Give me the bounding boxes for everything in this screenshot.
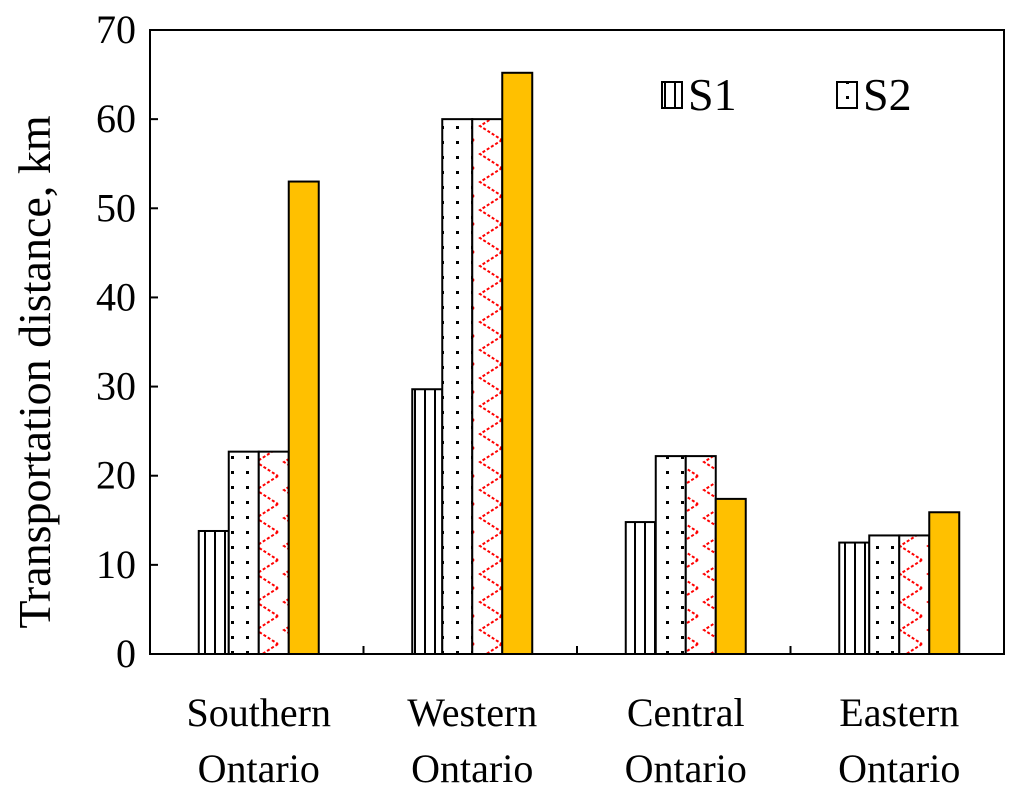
- legend-swatch-s1: [661, 81, 683, 109]
- bar-s3-1: [471, 118, 504, 655]
- category-labels: Southern Ontario Western Ontario Central Onta…: [187, 690, 961, 791]
- y-tick-label: 10: [96, 542, 136, 587]
- bar-s1-3: [838, 541, 871, 655]
- bar-s2-0: [227, 450, 260, 655]
- y-tick-label: 60: [96, 96, 136, 141]
- bar-s4-3: [928, 511, 961, 656]
- category-label: Ontario: [625, 746, 747, 791]
- category-label: Eastern: [839, 690, 959, 735]
- y-axis: 0 10 20 30 40 50 60 70: [96, 7, 158, 676]
- bar-s3-0: [257, 450, 290, 655]
- bar-s2-1: [441, 118, 474, 655]
- bar-s4-1: [501, 71, 534, 655]
- bar-s3-2: [684, 455, 717, 655]
- bar-s1-2: [624, 521, 657, 655]
- category-label: Central: [627, 690, 745, 735]
- bar-s2-2: [654, 455, 687, 655]
- bar-s1-1: [411, 388, 444, 655]
- x-axis: [362, 646, 792, 654]
- y-tick-label: 20: [96, 453, 136, 498]
- y-tick-label: 0: [116, 631, 136, 676]
- legend-label-s2: S2: [863, 69, 912, 120]
- y-tick-label: 40: [96, 274, 136, 319]
- category-label: Ontario: [198, 746, 320, 791]
- legend-label-s1: S1: [688, 69, 737, 120]
- legend-swatch-s2: [836, 81, 858, 109]
- category-label: Southern: [187, 690, 331, 735]
- y-tick-label: 50: [96, 185, 136, 230]
- category-label: Ontario: [838, 746, 960, 791]
- bar-s2-3: [868, 534, 901, 655]
- y-tick-label: 30: [96, 364, 136, 409]
- category-label: Ontario: [411, 746, 533, 791]
- y-axis-title: Transportation distance, km: [9, 115, 60, 628]
- y-tick-label: 70: [96, 7, 136, 52]
- category-label: Western: [407, 690, 537, 735]
- bar-s1-0: [197, 529, 230, 655]
- bar-s3-3: [898, 534, 931, 655]
- bar-series: [197, 71, 961, 656]
- bar-s4-2: [714, 497, 747, 655]
- bar-s4-0: [287, 180, 320, 656]
- legend: S1 S2: [661, 69, 912, 120]
